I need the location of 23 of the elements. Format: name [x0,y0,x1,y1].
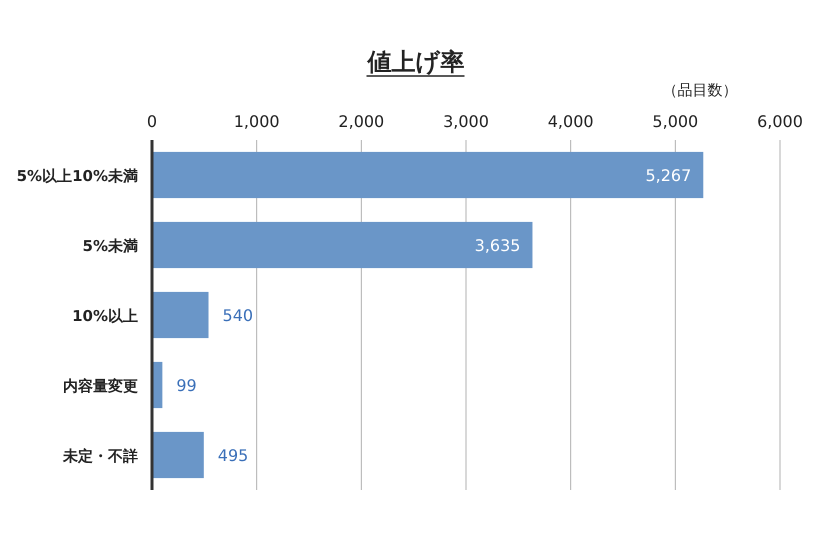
x-axis-title: （品目数） [662,81,738,99]
x-tick-label: 6,000 [757,112,803,131]
bar [152,292,209,338]
x-tick-label: 2,000 [338,112,384,131]
x-tick-label: 1,000 [234,112,280,131]
y-tick-label: 未定・不詳 [62,447,138,465]
y-tick-label: 5%未満 [82,237,138,255]
bar [152,152,704,198]
bar [152,222,532,268]
y-tick-label: 5%以上10%未満 [16,167,138,185]
chart-title: 値上げ率 [366,48,464,76]
data-label: 495 [218,446,248,465]
y-tick-label: 内容量変更 [63,377,138,395]
x-tick-label: 4,000 [548,112,594,131]
x-tick-label: 3,000 [443,112,489,131]
bar [152,432,204,478]
data-label: 540 [222,306,254,325]
data-label: 5,267 [645,166,692,185]
data-label: 99 [176,376,197,395]
x-tick-label: 5,000 [652,112,698,131]
y-tick-label: 10%以上 [72,307,138,325]
data-label: 3,635 [474,236,520,255]
x-tick-label: 0 [146,112,158,131]
